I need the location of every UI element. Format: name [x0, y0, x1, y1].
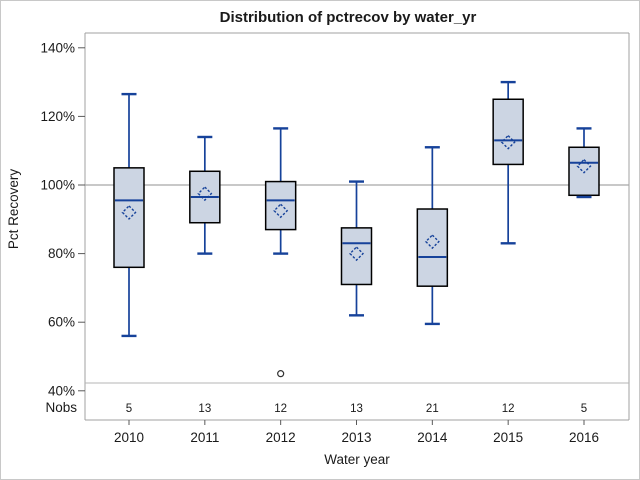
nobs-value: 12 [274, 403, 287, 415]
chart-title: Distribution of pctrecov by water_yr [219, 9, 477, 26]
mean-diamond [197, 186, 213, 202]
nobs-value: 5 [126, 403, 132, 415]
box-2016 [568, 146, 600, 197]
box-2013 [340, 227, 373, 286]
box-2012 [264, 180, 297, 231]
y-tick-label: 140% [40, 40, 75, 55]
mean-diamond [500, 134, 516, 150]
mean-diamond [273, 203, 289, 219]
x-tick-label: 2012 [266, 430, 296, 445]
mean-diamond [424, 234, 440, 250]
x-tick-label: 2016 [569, 430, 599, 445]
x-axis-title: Water year [324, 452, 390, 467]
y-tick-label: 40% [48, 383, 75, 398]
x-tick-label: 2011 [190, 430, 219, 445]
y-tick-label: 80% [48, 246, 75, 261]
y-tick-label: 60% [48, 315, 75, 330]
y-tick-label: 120% [40, 109, 75, 124]
mean-diamond [349, 246, 364, 262]
box-2010 [113, 167, 145, 269]
mean-diamond [121, 204, 137, 220]
nobs-value: 12 [502, 403, 515, 415]
x-tick-label: 2013 [341, 430, 371, 445]
mean-diamond [576, 158, 592, 174]
nobs-row-label: Nobs [45, 400, 77, 415]
outlier-point [277, 370, 285, 378]
y-tick-label: 100% [40, 178, 75, 193]
y-axis-title: Pct Recovery [6, 169, 21, 250]
box-2015 [492, 98, 524, 166]
x-tick-label: 2014 [417, 430, 448, 445]
nobs-value: 13 [350, 403, 363, 415]
nobs-value: 21 [426, 403, 439, 415]
x-tick-label: 2015 [493, 430, 523, 445]
nobs-value: 5 [581, 403, 587, 415]
x-tick-label: 2010 [114, 430, 144, 445]
nobs-value: 13 [198, 403, 211, 415]
